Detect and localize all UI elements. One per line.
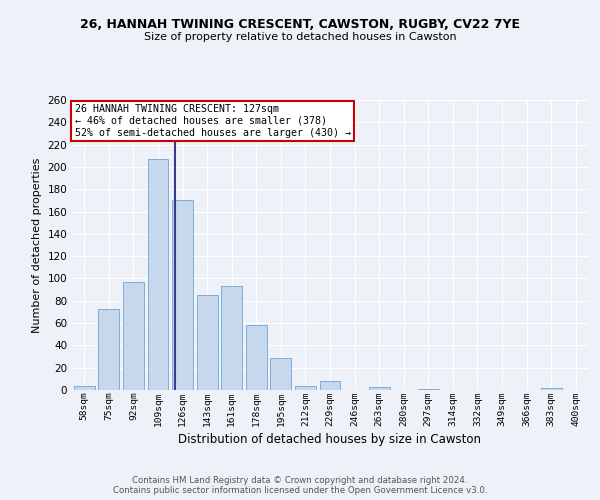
Bar	[271, 358, 292, 390]
Bar	[74, 386, 95, 390]
Bar	[246, 326, 267, 390]
Bar	[541, 388, 562, 390]
Bar	[418, 389, 439, 390]
Text: 26, HANNAH TWINING CRESCENT, CAWSTON, RUGBY, CV22 7YE: 26, HANNAH TWINING CRESCENT, CAWSTON, RU…	[80, 18, 520, 30]
Text: 26 HANNAH TWINING CRESCENT: 127sqm
← 46% of detached houses are smaller (378)
52: 26 HANNAH TWINING CRESCENT: 127sqm ← 46%…	[74, 104, 350, 138]
Bar	[148, 159, 169, 390]
Bar	[295, 386, 316, 390]
Bar	[197, 295, 218, 390]
Text: Contains HM Land Registry data © Crown copyright and database right 2024.
Contai: Contains HM Land Registry data © Crown c…	[113, 476, 487, 495]
Bar	[320, 381, 340, 390]
Bar	[98, 308, 119, 390]
Bar	[172, 200, 193, 390]
Bar	[368, 386, 389, 390]
Bar	[221, 286, 242, 390]
Y-axis label: Number of detached properties: Number of detached properties	[32, 158, 42, 332]
Text: Size of property relative to detached houses in Cawston: Size of property relative to detached ho…	[143, 32, 457, 42]
Bar	[123, 282, 144, 390]
X-axis label: Distribution of detached houses by size in Cawston: Distribution of detached houses by size …	[179, 433, 482, 446]
